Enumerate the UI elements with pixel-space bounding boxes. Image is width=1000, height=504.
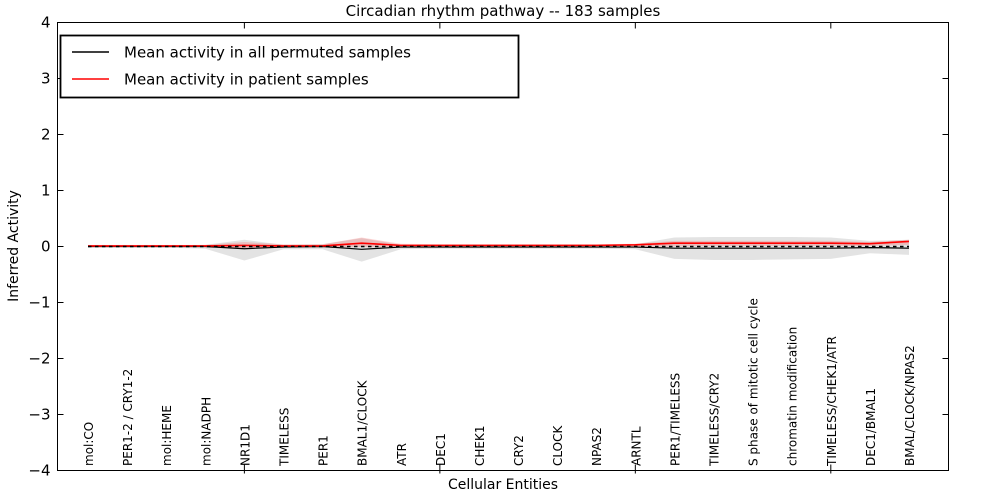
category-label: NPAS2 <box>590 427 604 466</box>
category-label: ARNTL <box>629 426 643 466</box>
y-tick-label: 1 <box>41 182 51 200</box>
category-label: CLOCK <box>551 425 565 466</box>
category-label: PER1-2 / CRY1-2 <box>121 369 135 466</box>
y-tick-label: −3 <box>28 406 50 424</box>
legend-entry-label: Mean activity in all permuted samples <box>124 44 411 62</box>
permuted-mean-line <box>88 245 910 250</box>
y-tick-label: 0 <box>41 238 51 256</box>
category-label: TIMELESS/CHEK1/ATR <box>825 336 839 467</box>
y-tick-label: −4 <box>28 462 50 480</box>
category-label: BMAL1/CLOCK <box>356 379 370 466</box>
category-label: mol:NADPH <box>199 397 213 466</box>
legend-box <box>59 34 520 99</box>
y-axis-label: Inferred Activity <box>6 190 22 302</box>
category-label: mol:HEME <box>160 405 174 466</box>
category-label: CHEK1 <box>473 426 487 467</box>
category-label: ATR <box>395 443 409 466</box>
y-tick-label: 3 <box>41 70 51 88</box>
category-label: PER1 <box>317 435 331 466</box>
y-tick-label: 4 <box>41 14 51 32</box>
category-label: PER1/TIMELESS <box>668 373 682 466</box>
chart-title: Circadian rhythm pathway -- 183 samples <box>345 2 661 20</box>
y-tick-label: 2 <box>41 126 51 144</box>
legend-entry-label: Mean activity in patient samples <box>124 71 369 89</box>
category-label: NR1D1 <box>238 424 252 466</box>
y-tick-label: −1 <box>28 294 50 312</box>
category-label: BMAL/CLOCK/NPAS2 <box>903 345 917 466</box>
patient-mean-line <box>88 240 910 247</box>
x-axis-label: Cellular Entities <box>447 477 559 493</box>
category-label: DEC1/BMAL1 <box>864 388 878 466</box>
category-label: CRY2 <box>512 435 526 466</box>
category-label: S phase of mitotic cell cycle <box>747 298 761 466</box>
permuted-spread-band <box>88 236 909 262</box>
category-label: mol:CO <box>82 422 96 466</box>
y-tick-label: −2 <box>28 350 50 368</box>
category-label: chromatin modification <box>786 327 800 466</box>
category-label: TIMELESS/CRY2 <box>708 373 722 467</box>
category-label: TIMELESS <box>277 408 291 467</box>
category-label: DEC1 <box>434 433 448 466</box>
